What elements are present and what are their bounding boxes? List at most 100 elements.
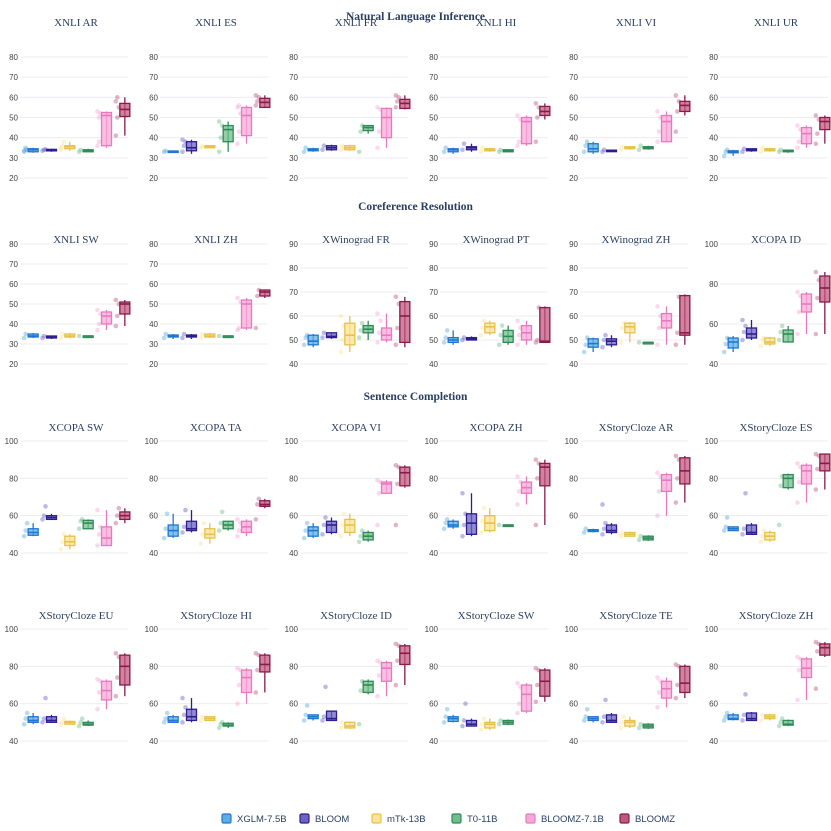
data-point	[583, 342, 588, 348]
subplot: XNLI ZH 20 30 40 50 60 70 80	[149, 234, 271, 369]
data-point	[636, 147, 642, 153]
data-point	[721, 349, 727, 355]
data-point	[636, 537, 642, 543]
data-point	[778, 483, 783, 489]
y-tick-label: 20	[9, 174, 18, 183]
iqr-box	[800, 293, 813, 313]
box-t0-11b	[216, 720, 234, 731]
data-point	[723, 341, 728, 347]
data-point	[655, 705, 660, 710]
subplot: XNLI FR 20 30 40 50 60 70 80	[289, 17, 411, 183]
data-point	[583, 714, 588, 720]
data-point	[303, 712, 308, 718]
y-tick-label: 40	[9, 549, 18, 558]
iqr-box	[465, 513, 478, 535]
data-point	[441, 340, 447, 345]
data-point	[255, 502, 260, 507]
box-t0-11b	[496, 323, 514, 348]
iqr-box	[380, 327, 393, 341]
data-point	[58, 546, 64, 552]
iqr-box	[465, 719, 478, 727]
box-mtk-13b	[338, 143, 356, 153]
data-point	[253, 103, 259, 108]
data-point	[96, 532, 102, 537]
y-tick-label: 80	[569, 662, 578, 671]
y-tick-label: 80	[289, 53, 298, 62]
data-point	[393, 294, 399, 300]
data-point	[235, 517, 240, 522]
data-point	[359, 320, 365, 326]
y-tick-label: 30	[149, 154, 158, 163]
y-tick-label: 20	[709, 174, 718, 183]
data-point	[395, 481, 400, 487]
subplot: XCOPA ZH 40 60 80 100	[425, 422, 551, 558]
y-tick-label: 40	[709, 134, 718, 143]
data-point	[116, 505, 122, 511]
subplot-title: XStoryCloze ZH	[739, 610, 814, 622]
box-bloom	[740, 490, 758, 537]
data-point	[516, 701, 522, 706]
iqr-box	[679, 294, 691, 336]
box-bloomz-7-1b	[795, 461, 813, 505]
y-tick-label: 60	[569, 312, 578, 321]
data-point	[235, 295, 240, 301]
iqr-box	[399, 645, 411, 666]
y-tick-label: 80	[569, 474, 578, 483]
box-t0-11b	[356, 123, 374, 155]
data-point	[303, 145, 308, 151]
iqr-box	[399, 300, 411, 344]
iqr-box	[819, 275, 831, 303]
data-point	[95, 507, 100, 513]
data-point	[216, 528, 222, 533]
data-point	[498, 147, 503, 153]
data-point	[813, 639, 819, 645]
data-point	[320, 147, 325, 153]
subplot-title: XNLI UR	[754, 17, 799, 29]
box-t0-11b	[776, 323, 794, 343]
data-point	[463, 701, 468, 706]
box-bloomz	[113, 650, 131, 699]
data-point	[776, 149, 782, 155]
subplot: XWinograd FR 40 50 60 70 80 90	[289, 234, 411, 369]
y-tick-label: 40	[569, 360, 578, 369]
data-point	[58, 145, 64, 151]
data-point	[760, 145, 765, 151]
data-point	[516, 139, 522, 144]
data-point	[301, 718, 307, 723]
box-xglm-7-5b	[721, 710, 739, 723]
data-point	[164, 710, 170, 716]
data-point	[338, 313, 344, 319]
y-tick-label: 40	[289, 737, 298, 746]
data-point	[813, 686, 819, 692]
legend-item: XGLM-7.5B	[221, 813, 287, 825]
data-point	[216, 149, 222, 155]
box-mtk-13b	[758, 712, 776, 723]
data-point	[535, 476, 540, 481]
iqr-box	[100, 111, 113, 147]
data-point	[60, 143, 65, 149]
data-point	[813, 269, 819, 275]
data-point	[198, 145, 204, 151]
y-tick-label: 70	[9, 73, 18, 82]
data-point	[480, 721, 485, 727]
box-mtk-13b	[338, 511, 356, 539]
subplot: XWinograd ZH 40 50 60 70 80 90	[569, 234, 691, 369]
y-tick-label: 90	[569, 240, 578, 249]
box-mtk-13b	[338, 720, 356, 731]
iqr-box	[447, 520, 459, 528]
iqr-box	[344, 322, 356, 346]
data-point	[760, 533, 765, 539]
box-bloomz-7-1b	[795, 654, 813, 703]
box-mtk-13b	[58, 331, 76, 341]
section-title: Sentence Completion	[364, 391, 468, 403]
subplot-title: XNLI HI	[476, 17, 517, 29]
y-tick-label: 60	[9, 512, 18, 521]
data-point	[760, 337, 765, 343]
y-tick-label: 100	[565, 437, 579, 446]
box-bloom	[740, 692, 758, 723]
subplot-title: XStoryCloze SW	[458, 610, 535, 622]
y-tick-label: 80	[9, 662, 18, 671]
box-mtk-13b	[618, 714, 636, 731]
data-point	[340, 143, 345, 149]
data-point	[95, 677, 100, 682]
